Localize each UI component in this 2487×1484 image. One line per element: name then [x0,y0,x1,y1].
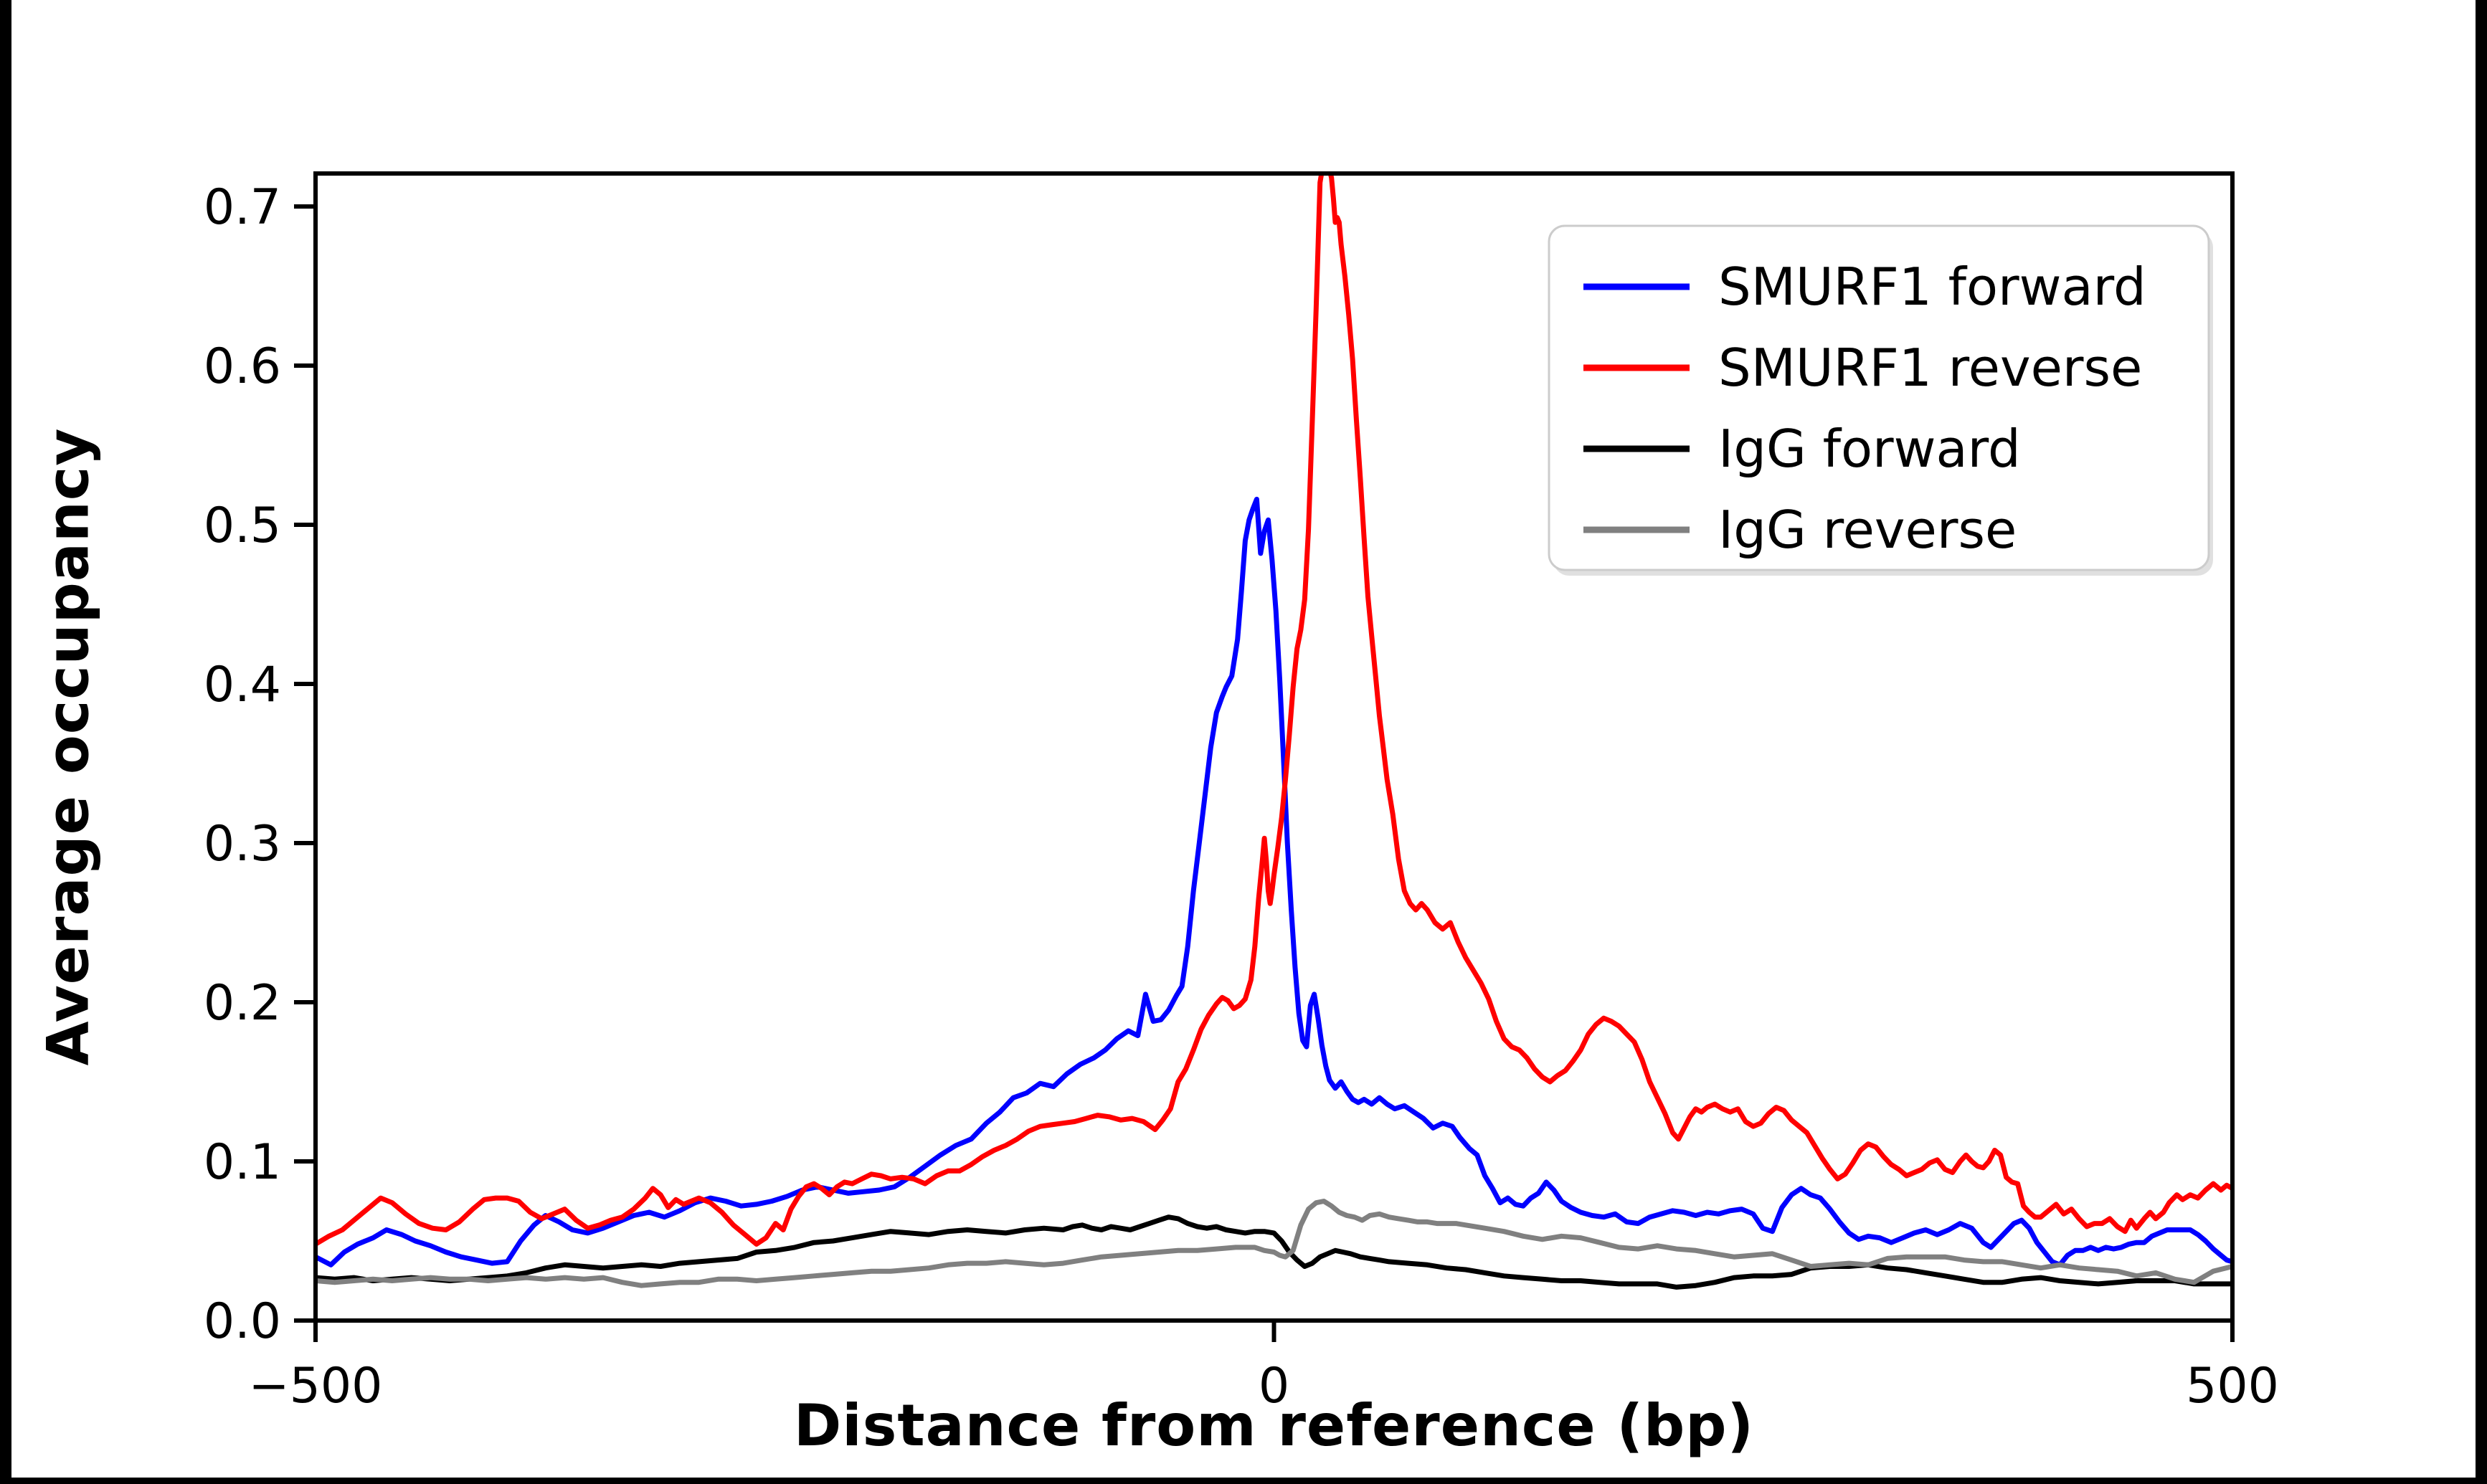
y-tick-label: 0.6 [204,338,281,395]
legend-label: SMURF1 forward [1718,257,2146,317]
axes-spines [313,171,2235,1323]
legend-item-igg-forward: IgG forward [1583,419,2021,479]
legend-item-smurf1-forward: SMURF1 forward [1583,257,2146,317]
x-tick-label: 500 [2186,1358,2279,1414]
legend-item-smurf1-reverse: SMURF1 reverse [1583,338,2142,398]
y-axis-ticks: 0.0 0.1 0.2 0.3 0.4 0.5 0.6 0.7 [204,179,316,1350]
y-tick-label: 0.4 [204,657,281,713]
legend: SMURF1 forward SMURF1 reverse IgG forward I… [1548,224,2213,576]
page-border-left [0,0,11,1484]
y-tick-label: 0.0 [204,1293,281,1350]
page-border-bottom [0,1478,2487,1484]
y-tick-label: 0.5 [204,498,281,554]
y-tick-label: 0.3 [204,816,281,872]
y-tick-label: 0.7 [204,179,281,236]
legend-label: IgG reverse [1718,500,2017,560]
x-axis-title: Distance from reference (bp) [793,1392,1755,1459]
x-tick-label: −500 [249,1358,383,1414]
series-igg-reverse [316,1199,2232,1288]
x-tick-label: 0 [1259,1358,1289,1414]
legend-label: IgG forward [1718,419,2021,479]
legend-item-igg-reverse: IgG reverse [1583,500,2017,560]
legend-label: SMURF1 reverse [1718,338,2142,398]
series-smurf1-reverse [316,173,2232,1247]
y-tick-label: 0.2 [204,975,281,1032]
series-igg-forward [316,1214,2232,1290]
x-axis-ticks: −500 0 500 [249,1321,2279,1414]
y-axis-title: Average occupancy [34,427,102,1066]
legend-box [1548,224,2210,571]
page-border-right [2476,0,2487,1484]
y-tick-label: 0.1 [204,1134,281,1191]
